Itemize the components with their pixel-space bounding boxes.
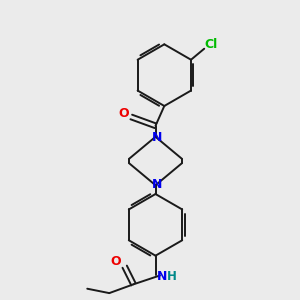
Text: N: N (157, 270, 167, 283)
Text: Cl: Cl (204, 38, 218, 51)
Text: H: H (167, 270, 177, 283)
Text: O: O (111, 255, 121, 268)
Text: N: N (152, 178, 162, 190)
Text: O: O (118, 107, 129, 120)
Text: N: N (152, 131, 162, 144)
